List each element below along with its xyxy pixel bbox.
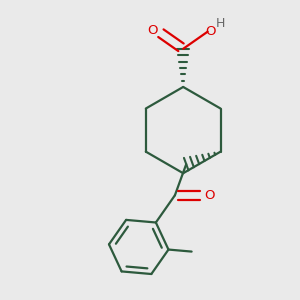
Text: O: O: [148, 24, 158, 37]
Text: O: O: [204, 189, 214, 202]
Text: O: O: [206, 25, 216, 38]
Text: H: H: [216, 17, 225, 30]
